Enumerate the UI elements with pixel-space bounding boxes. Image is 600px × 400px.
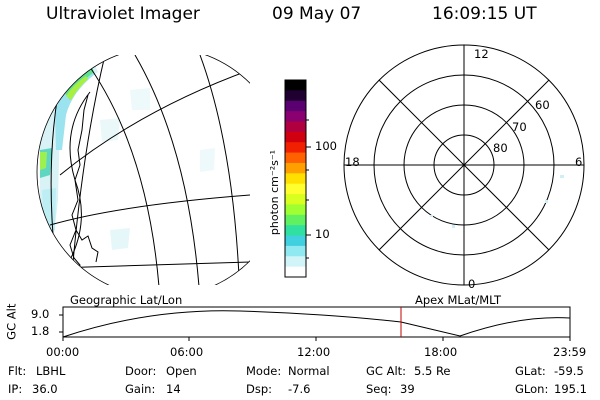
coastline bbox=[69, 94, 99, 281]
colorbar-band bbox=[285, 204, 306, 216]
track-x-tick-1800: 18:00 bbox=[424, 345, 458, 359]
aurora-emission bbox=[40, 65, 215, 250]
gain-label: Gain: bbox=[125, 382, 156, 396]
polar-mlt-plot bbox=[343, 44, 585, 286]
colorbar-band bbox=[285, 121, 306, 133]
lat-label-60: 60 bbox=[535, 98, 550, 112]
colorbar-band bbox=[285, 131, 306, 143]
colorbar-band bbox=[285, 173, 306, 185]
colorbar-band bbox=[285, 194, 306, 205]
gcalt-label: GC Alt: bbox=[366, 364, 407, 378]
mlt-label-12: 12 bbox=[474, 47, 489, 61]
dsp-value: -7.6 bbox=[288, 382, 311, 396]
orbit-track bbox=[59, 306, 571, 341]
colorbar-unit-label: photon cm⁻²s⁻¹ bbox=[268, 149, 282, 236]
colorbar-band bbox=[285, 245, 306, 257]
colorbar-band bbox=[285, 183, 306, 195]
ip-value: 36.0 bbox=[32, 382, 58, 396]
lat-label-70: 70 bbox=[512, 120, 527, 134]
colorbar-band bbox=[285, 80, 306, 91]
colorbar-tick-100: 100 bbox=[315, 139, 337, 153]
flt-value: LBHL bbox=[36, 364, 66, 378]
colorbar-band bbox=[285, 152, 306, 164]
track-x-tick-0600: 06:00 bbox=[170, 345, 204, 359]
flt-label: Flt: bbox=[8, 364, 27, 378]
colorbar-band bbox=[285, 214, 306, 226]
mode-value: Normal bbox=[288, 364, 330, 378]
geographic-map bbox=[36, 55, 250, 285]
instrument-title: Ultraviolet Imager bbox=[46, 4, 200, 24]
colorbar-band bbox=[285, 162, 306, 174]
glon-label: GLon: bbox=[515, 382, 549, 396]
glat-label: GLat: bbox=[515, 364, 546, 378]
colorbar-band bbox=[285, 256, 306, 268]
seq-label: Seq: bbox=[366, 382, 392, 396]
gcalt-value: 5.5 Re bbox=[414, 364, 451, 378]
track-x-tick-2359: 23:59 bbox=[553, 345, 587, 359]
track-y-axis-label: GC Alt bbox=[4, 303, 19, 340]
colorbar-tick-10: 10 bbox=[315, 227, 330, 241]
door-label: Door: bbox=[125, 364, 157, 378]
colorbar-band bbox=[285, 266, 306, 278]
track-left-title: Geographic Lat/Lon bbox=[70, 293, 183, 307]
colorbar-band bbox=[285, 100, 306, 112]
lat-label-80: 80 bbox=[493, 141, 508, 155]
gain-value: 14 bbox=[166, 382, 181, 396]
track-y-tick-9: 9.0 bbox=[31, 307, 50, 321]
colorbar-band bbox=[285, 111, 306, 122]
colorbar-band bbox=[285, 235, 306, 247]
track-x-tick-1200: 12:00 bbox=[297, 345, 331, 359]
polar-emission-specks bbox=[430, 175, 564, 228]
terminator-line bbox=[59, 249, 67, 281]
track-right-title: Apex MLat/MLT bbox=[415, 293, 502, 307]
colorbar bbox=[285, 80, 306, 278]
glon-value: 195.1 bbox=[554, 382, 587, 396]
ip-label: IP: bbox=[8, 382, 23, 396]
dsp-label: Dsp: bbox=[246, 382, 273, 396]
time-label: 16:09:15 UT bbox=[432, 4, 537, 24]
door-value: Open bbox=[166, 364, 197, 378]
mlt-label-6: 6 bbox=[575, 155, 583, 169]
colorbar-band bbox=[285, 225, 306, 237]
date-label: 09 May 07 bbox=[272, 4, 362, 24]
colorbar-band bbox=[285, 90, 306, 102]
mode-label: Mode: bbox=[246, 364, 282, 378]
glat-value: -59.5 bbox=[554, 364, 584, 378]
mlt-label-0: 0 bbox=[468, 277, 476, 291]
colorbar-band bbox=[285, 142, 306, 154]
seq-value: 39 bbox=[400, 382, 415, 396]
track-y-tick-1.8: 1.8 bbox=[31, 324, 50, 338]
track-x-tick-0000: 00:00 bbox=[46, 345, 80, 359]
mlt-label-18: 18 bbox=[345, 155, 360, 169]
